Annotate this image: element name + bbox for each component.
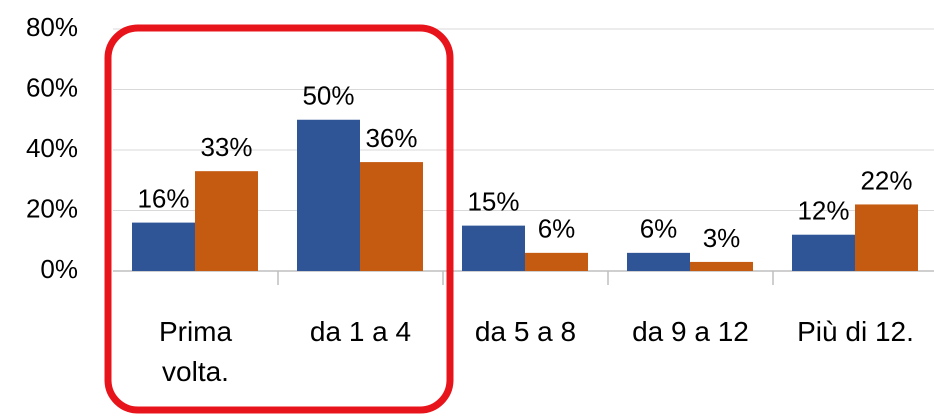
x-tick-label: Più di 12. [797,316,914,347]
bar [525,252,588,271]
x-tick-label: da 9 a 12 [632,316,749,347]
data-label: 50% [302,81,354,111]
data-label: 36% [365,123,417,153]
data-label: 16% [137,183,189,213]
y-tick-label: 0% [40,254,78,284]
x-tick-label: Prima volta. [158,316,233,387]
highlight-box [104,24,454,414]
data-label: 33% [200,132,252,162]
data-label: 6% [640,214,678,244]
bar [690,261,753,271]
data-label: 12% [797,196,849,226]
y-tick-label: 60% [26,72,78,102]
bar [462,225,525,271]
bar [360,162,423,271]
data-label: 3% [703,223,741,253]
bar [627,252,690,271]
y-tick-label: 40% [26,133,78,163]
x-tick-label: da 5 a 8 [474,316,577,347]
y-tick-label: 80% [26,12,78,42]
data-label: 6% [538,214,576,244]
data-label: 15% [467,187,519,217]
bar [195,171,258,271]
bar [855,204,918,271]
x-tick-label: da 1 a 4 [309,316,412,347]
data-label: 22% [860,165,912,195]
bar [792,234,855,271]
bar [132,222,195,271]
bar [297,119,360,271]
y-tick-label: 20% [26,193,78,223]
